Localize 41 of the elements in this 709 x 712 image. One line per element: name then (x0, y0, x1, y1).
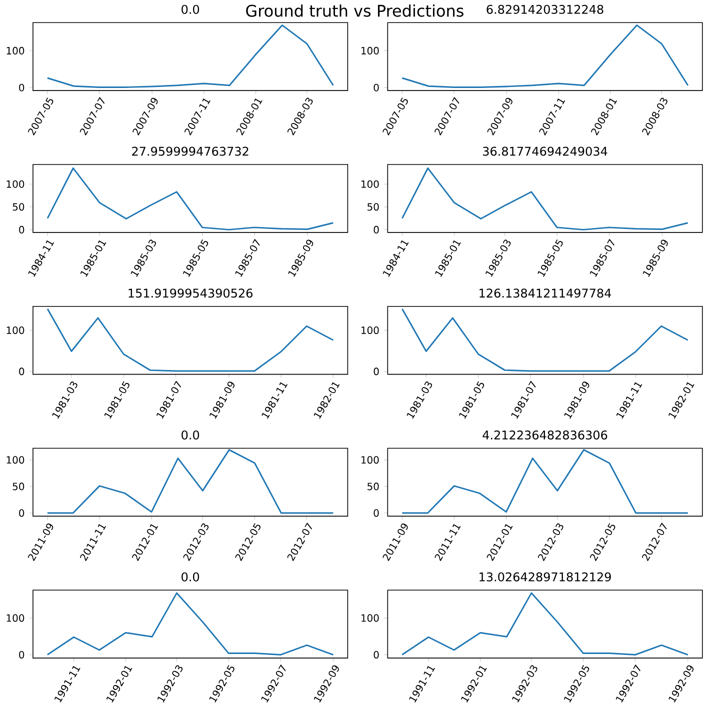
y-tick-label: 50 (12, 482, 24, 490)
y-tick-label: 100 (6, 326, 24, 334)
line-series (401, 167, 688, 230)
y-tick-label: 100 (6, 180, 24, 188)
y-tick-label: 100 (6, 614, 24, 622)
y-tick-label: 100 (361, 46, 379, 54)
y-tick-label: 50 (367, 203, 379, 211)
y-tick-label: 0 (374, 650, 379, 659)
line-series (46, 167, 334, 230)
y-tick-label: 0 (374, 368, 379, 376)
chart-title: 0.0 (181, 430, 199, 440)
y-tick-label: 100 (361, 614, 379, 622)
chart-title: 0.0 (181, 572, 199, 582)
y-tick-label: 0 (18, 84, 24, 92)
chart-title: 13.026428971812129 (479, 572, 611, 582)
y-tick-label: 0 (374, 226, 379, 234)
y-tick-label: 50 (367, 482, 379, 490)
y-tick-label: 100 (361, 326, 379, 334)
line-series (46, 592, 334, 656)
line-series (46, 24, 334, 88)
y-tick-label: 100 (361, 456, 379, 464)
chart-title: 151.9199954390526 (128, 288, 252, 298)
y-tick-label: 100 (361, 180, 379, 188)
y-tick-label: 0 (18, 226, 24, 234)
y-tick-label: 0 (18, 368, 24, 376)
chart-title: 4.212236482836306 (482, 430, 607, 440)
chart-title: 6.82914203312248 (486, 4, 604, 14)
chart-title: 27.9599994763732 (132, 146, 248, 156)
line-series (401, 24, 688, 88)
y-tick-label: 50 (12, 203, 24, 211)
chart-title: 36.81774694249034 (482, 146, 608, 156)
chart-title: 0.0 (181, 4, 199, 14)
line-series (401, 592, 688, 656)
y-tick-label: 0 (374, 84, 379, 92)
y-tick-label: 100 (6, 46, 24, 54)
y-tick-label: 0 (374, 509, 379, 517)
y-tick-label: 0 (18, 509, 24, 517)
y-tick-label: 100 (6, 456, 24, 464)
chart-title: 126.13841211497784 (479, 288, 611, 298)
y-tick-label: 0 (18, 650, 24, 659)
text: Ground truth vs Predictions (246, 4, 464, 17)
